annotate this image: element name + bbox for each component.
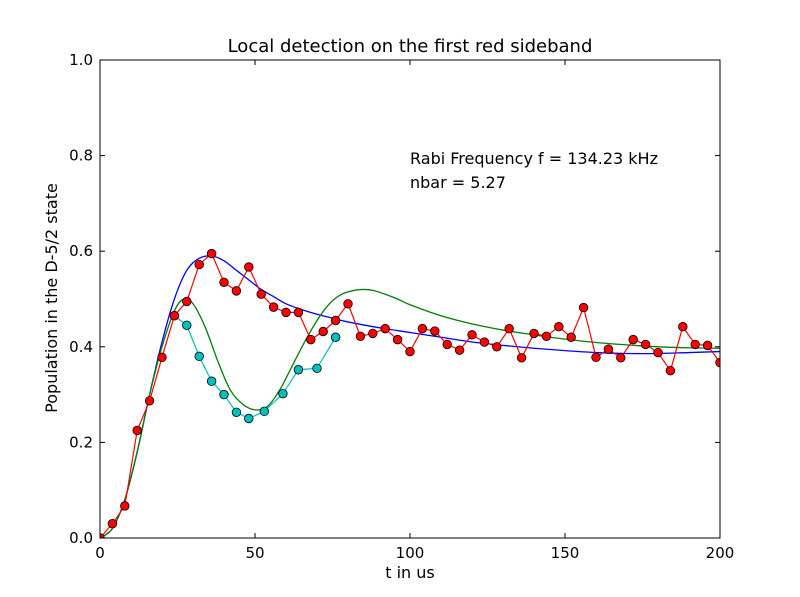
y-axis-label: Population in the D-5/2 state bbox=[42, 183, 61, 413]
cyan-data-point bbox=[206, 376, 217, 386]
red-data-point bbox=[343, 299, 353, 309]
red-data-point bbox=[100, 533, 105, 538]
cyan-data-point bbox=[259, 406, 270, 417]
red-data-point bbox=[442, 339, 452, 350]
x-tick-label: 50 bbox=[245, 544, 264, 562]
red-data-point bbox=[231, 286, 242, 296]
red-data-point bbox=[554, 322, 564, 332]
red-data-point bbox=[355, 331, 366, 341]
axis-ticks: 0 50 100 150 200 0.0 0.2 0.4 0.6 0.8 1.0 bbox=[69, 51, 734, 562]
red-data-point bbox=[492, 342, 502, 352]
red-data-point bbox=[417, 323, 428, 334]
red-data-point bbox=[715, 357, 720, 368]
red-data-point bbox=[516, 353, 527, 363]
cyan-data-point bbox=[231, 407, 242, 417]
red-data-point bbox=[120, 501, 130, 511]
red-data-point bbox=[578, 302, 589, 313]
series-group bbox=[100, 248, 720, 538]
red-data-point bbox=[107, 518, 118, 529]
annotation-block: Rabi Frequency f = 134.23 kHz nbar = 5.2… bbox=[410, 149, 658, 192]
x-axis-label: t in us bbox=[385, 563, 435, 582]
x-tick-label: 200 bbox=[706, 544, 735, 562]
red-data-point bbox=[640, 339, 651, 350]
y-tick-label: 0.2 bbox=[69, 433, 93, 451]
red-data-point bbox=[454, 345, 465, 355]
x-tick-label: 100 bbox=[396, 544, 425, 562]
red-data-point bbox=[665, 366, 676, 376]
red-data-point bbox=[293, 307, 304, 318]
red-data-point bbox=[504, 323, 514, 334]
red-data-point bbox=[268, 302, 279, 312]
cyan-data-point bbox=[219, 389, 229, 400]
y-tick-label: 0.4 bbox=[69, 338, 93, 356]
cyan-data-point bbox=[194, 351, 204, 362]
red-data-point bbox=[430, 326, 440, 336]
red-data-point bbox=[206, 248, 217, 259]
red-data-point bbox=[144, 396, 155, 406]
plot-area: 0 50 100 150 200 0.0 0.2 0.4 0.6 0.8 1.0 bbox=[69, 51, 734, 562]
red-data-point bbox=[219, 277, 229, 287]
red-data-point bbox=[529, 328, 539, 339]
x-tick-label: 0 bbox=[95, 544, 105, 562]
red-data-point bbox=[702, 340, 713, 351]
red-data-point bbox=[690, 339, 700, 350]
red-data-point bbox=[244, 262, 254, 272]
cyan-data-point bbox=[293, 365, 304, 375]
red-data-point bbox=[157, 352, 167, 363]
red-data-point bbox=[281, 307, 291, 318]
red-data-point bbox=[628, 334, 638, 345]
red-data-point bbox=[169, 311, 180, 321]
cyan-data-point bbox=[278, 388, 288, 399]
red-data-point bbox=[182, 296, 192, 307]
red-data-point bbox=[368, 328, 378, 339]
red-data-point bbox=[405, 346, 415, 357]
chart-title: Local detection on the first red sideban… bbox=[228, 36, 593, 57]
y-tick-label: 1.0 bbox=[69, 51, 93, 69]
y-tick-label: 0.0 bbox=[69, 529, 93, 547]
y-tick-label: 0.8 bbox=[69, 147, 93, 165]
cyan-data-point bbox=[244, 413, 254, 424]
red-data-point bbox=[256, 289, 266, 299]
red-data-point bbox=[541, 331, 552, 341]
red-data-point bbox=[616, 353, 626, 363]
blue-fit-curve bbox=[100, 255, 720, 538]
red-data-point bbox=[330, 315, 341, 326]
y-tick-label: 0.6 bbox=[69, 242, 93, 260]
red-data-point bbox=[318, 326, 328, 337]
red-data-point bbox=[566, 332, 576, 342]
red-data-point bbox=[678, 322, 688, 332]
cyan-data-point bbox=[312, 363, 322, 374]
red-data-point bbox=[306, 334, 316, 345]
x-tick-label: 150 bbox=[551, 544, 580, 562]
red-data-point bbox=[467, 330, 477, 340]
red-data-point bbox=[392, 334, 403, 345]
red-data-point bbox=[380, 323, 390, 334]
cyan-data-point bbox=[182, 320, 192, 330]
red-data-point bbox=[132, 425, 142, 436]
red-data-point bbox=[653, 347, 663, 358]
annotation-nbar: nbar = 5.27 bbox=[410, 173, 506, 192]
red-data-point bbox=[603, 344, 614, 354]
red-data-point bbox=[591, 352, 601, 363]
annotation-rabi-frequency: Rabi Frequency f = 134.23 kHz bbox=[410, 149, 658, 168]
red-data-point bbox=[479, 337, 490, 347]
plot-background bbox=[100, 60, 720, 538]
cyan-data-point bbox=[330, 332, 341, 342]
red-data-point bbox=[194, 259, 204, 270]
